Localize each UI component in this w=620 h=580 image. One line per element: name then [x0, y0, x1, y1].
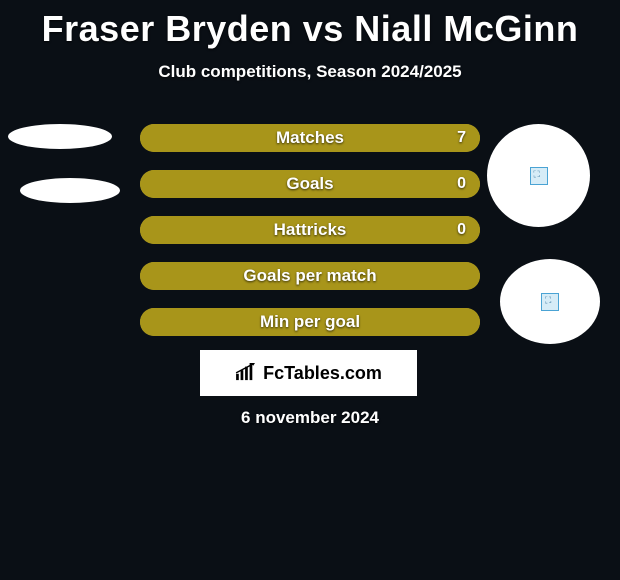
bar-min-per-goal: Min per goal	[140, 308, 480, 336]
fctables-logo: FcTables.com	[200, 350, 417, 396]
logo-text: FcTables.com	[235, 363, 382, 384]
placeholder-image-icon	[530, 167, 548, 185]
bar-label: Min per goal	[140, 308, 480, 336]
bar-chart-icon	[235, 363, 257, 381]
right-circle-2	[500, 259, 600, 344]
page-title: Fraser Bryden vs Niall McGinn	[0, 0, 620, 50]
left-ellipse-2	[20, 178, 120, 203]
bar-matches: Matches 7	[140, 124, 480, 152]
bar-value: 7	[457, 124, 466, 152]
stat-bars: Matches 7 Goals 0 Hattricks 0 Goals per …	[140, 124, 480, 354]
left-ellipse-1	[8, 124, 112, 149]
comparison-infographic: Fraser Bryden vs Niall McGinn Club compe…	[0, 0, 620, 580]
bar-label: Matches	[140, 124, 480, 152]
footer-date: 6 november 2024	[0, 408, 620, 428]
placeholder-image-icon	[541, 293, 559, 311]
bar-goals-per-match: Goals per match	[140, 262, 480, 290]
right-circle-1	[487, 124, 590, 227]
bar-hattricks: Hattricks 0	[140, 216, 480, 244]
bar-label: Goals per match	[140, 262, 480, 290]
page-subtitle: Club competitions, Season 2024/2025	[0, 62, 620, 82]
bar-value: 0	[457, 170, 466, 198]
logo-label: FcTables.com	[263, 363, 382, 383]
bar-label: Hattricks	[140, 216, 480, 244]
bar-value: 0	[457, 216, 466, 244]
bar-label: Goals	[140, 170, 480, 198]
bar-goals: Goals 0	[140, 170, 480, 198]
